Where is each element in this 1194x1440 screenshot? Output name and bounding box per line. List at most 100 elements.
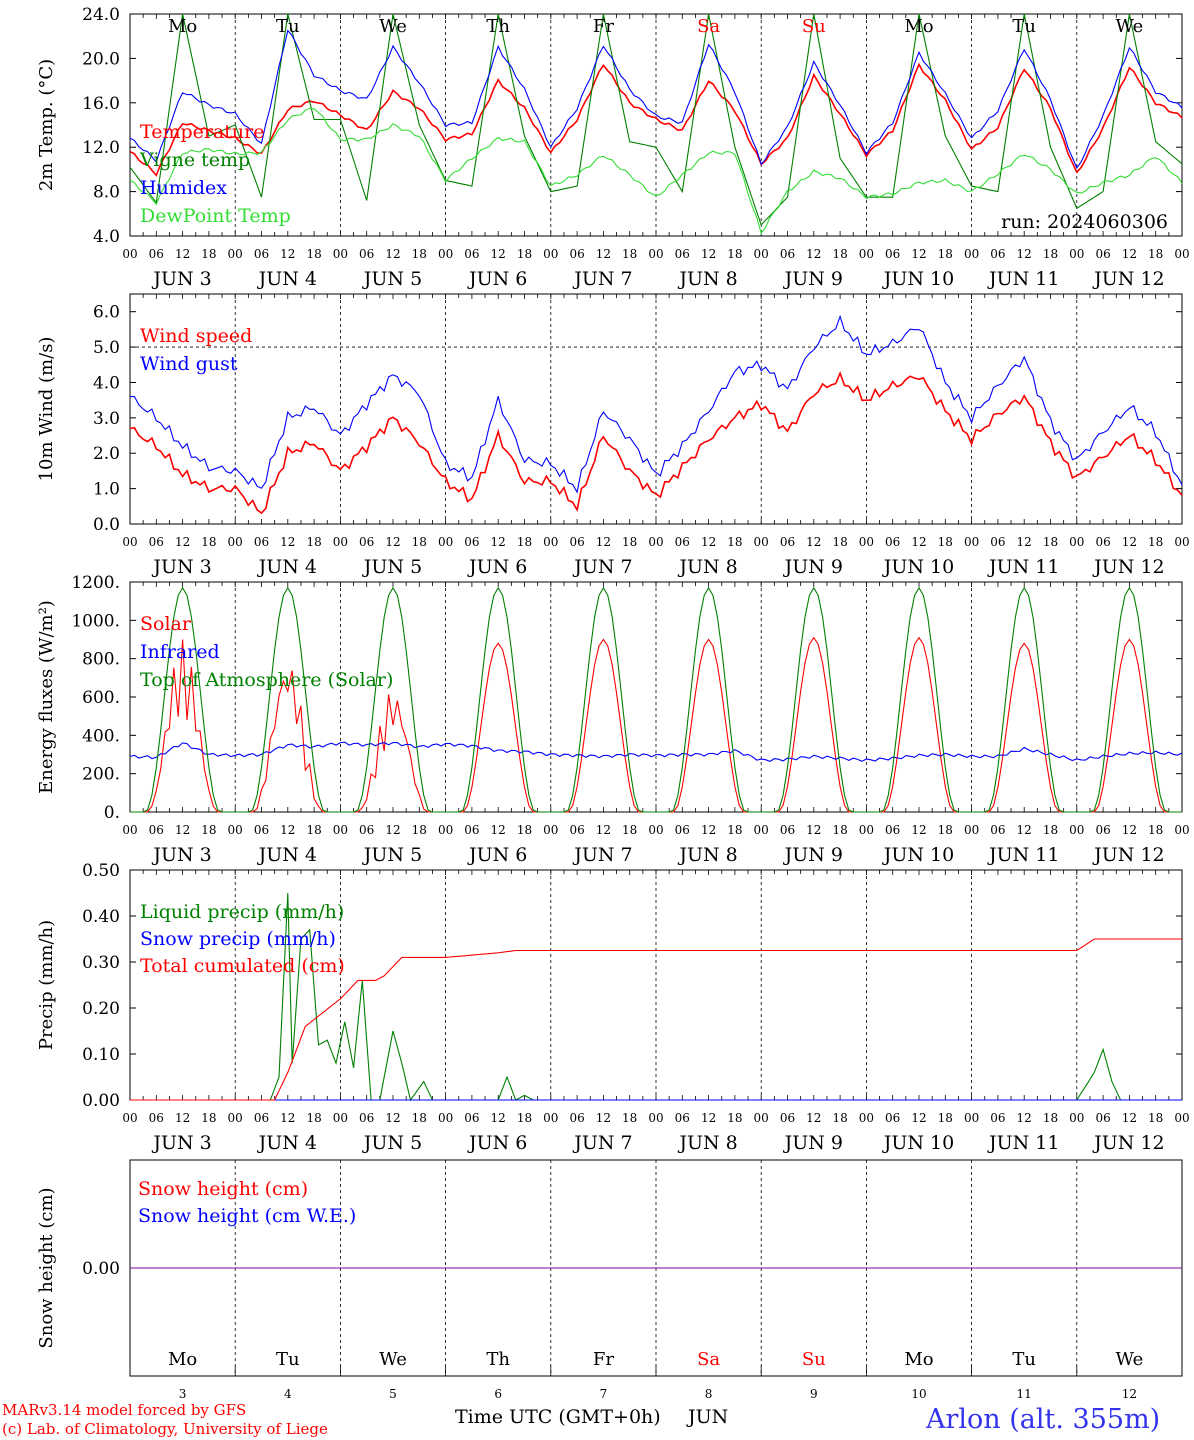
hour-label: 06 [990,1111,1005,1125]
temp-legend-item: Humidex [140,177,227,199]
energy-ytick-label: 600. [82,688,120,708]
day-label: JUN 4 [257,844,317,866]
hour-label: 00 [122,823,137,837]
temp-ytick-label: 12.0 [82,138,120,158]
hour-label: 12 [911,1111,926,1125]
date-label: 9 [810,1387,818,1401]
weekday-label: Fr [593,16,614,37]
day-label: JUN 7 [572,1132,632,1154]
hour-label: 12 [280,247,295,261]
hour-label: 00 [648,1111,663,1125]
hour-label: 00 [122,247,137,261]
hour-label: 12 [385,247,400,261]
wind-legend-item: Wind speed [140,325,252,347]
hour-label: 12 [806,247,821,261]
hour-label: 18 [412,535,427,549]
hour-label: 06 [149,1111,164,1125]
wind-legend-item: Wind gust [140,353,238,375]
hour-label: 00 [859,1111,874,1125]
hour-label: 18 [201,247,216,261]
hour-label: 18 [517,247,532,261]
hour-label: 00 [1069,247,1084,261]
wind-ytick-label: 0.0 [93,515,120,535]
hour-label: 00 [543,823,558,837]
hour-label: 00 [122,1111,137,1125]
hour-label: 18 [1148,247,1163,261]
hour-label: 00 [543,1111,558,1125]
hour-label: 06 [780,1111,795,1125]
day-label: JUN 4 [257,556,317,578]
hour-label: 12 [701,1111,716,1125]
weekday-label: Th [486,1349,510,1370]
hour-label: 18 [306,1111,321,1125]
hour-label: 18 [1043,823,1058,837]
weekday-label: We [1116,16,1144,37]
energy-ytick-label: 200. [82,765,120,785]
precip-ytick-label: 0.10 [82,1045,120,1065]
energy-legend-item: Solar [140,613,192,635]
day-label: JUN 3 [151,268,211,290]
snow-legend-item: Snow height (cm W.E.) [138,1205,356,1227]
energy-legend-item: Infrared [140,641,220,663]
hour-label: 12 [596,535,611,549]
day-label: JUN 7 [572,268,632,290]
weekday-label: Tu [276,16,300,37]
hour-label: 06 [569,823,584,837]
hour-label: 00 [122,535,137,549]
hour-label: 06 [675,247,690,261]
hour-label: 18 [201,1111,216,1125]
hour-label: 06 [885,823,900,837]
day-label: JUN 10 [882,268,954,290]
hour-label: 00 [754,247,769,261]
hour-label: 06 [464,1111,479,1125]
weekday-label: Tu [1012,1349,1036,1370]
energy-ytick-label: 800. [82,650,120,670]
hour-label: 18 [938,535,953,549]
hour-label: 18 [938,1111,953,1125]
hour-label: 00 [333,535,348,549]
date-label: 12 [1122,1387,1137,1401]
hour-label: 00 [754,535,769,549]
hour-label: 06 [675,1111,690,1125]
date-label: 8 [705,1387,713,1401]
hour-label: 00 [964,1111,979,1125]
hour-label: 12 [491,823,506,837]
hour-label: 06 [990,535,1005,549]
wind-ytick-label: 1.0 [93,480,120,500]
day-label: JUN 4 [257,1132,317,1154]
day-label: JUN 11 [987,268,1059,290]
temp-ytick-label: 4.0 [93,227,120,247]
precip-legend-item: Liquid precip (mm/h) [140,901,344,923]
energy-legend-item: Top of Atmosphere (Solar) [140,669,393,691]
weekday-label: Sa [697,1349,720,1370]
hour-label: 00 [859,535,874,549]
day-label: JUN 3 [151,1132,211,1154]
hour-label: 00 [648,823,663,837]
day-label: JUN 6 [467,844,527,866]
precip-legend-item: Snow precip (mm/h) [140,928,336,950]
hour-label: 18 [1043,247,1058,261]
hour-label: 12 [1122,823,1137,837]
day-label: JUN 10 [882,556,954,578]
hour-label: 06 [885,535,900,549]
hour-label: 12 [1017,535,1032,549]
hour-label: 18 [1148,823,1163,837]
hour-label: 00 [333,247,348,261]
day-label: JUN 7 [572,556,632,578]
date-label: 11 [1017,1387,1032,1401]
hour-label: 00 [1069,535,1084,549]
hour-label: 18 [412,247,427,261]
hour-label: 18 [517,1111,532,1125]
hour-label: 00 [754,1111,769,1125]
hour-label: 00 [543,535,558,549]
hour-label: 06 [254,1111,269,1125]
day-label: JUN 9 [783,556,843,578]
hour-label: 18 [1148,535,1163,549]
x-axis-title: Time UTC (GMT+0h) [455,1406,661,1428]
hour-label: 06 [780,535,795,549]
hour-label: 00 [964,535,979,549]
hour-label: 12 [806,823,821,837]
hour-label: 06 [885,247,900,261]
weekday-label: Sa [697,16,720,37]
hour-label: 00 [543,247,558,261]
